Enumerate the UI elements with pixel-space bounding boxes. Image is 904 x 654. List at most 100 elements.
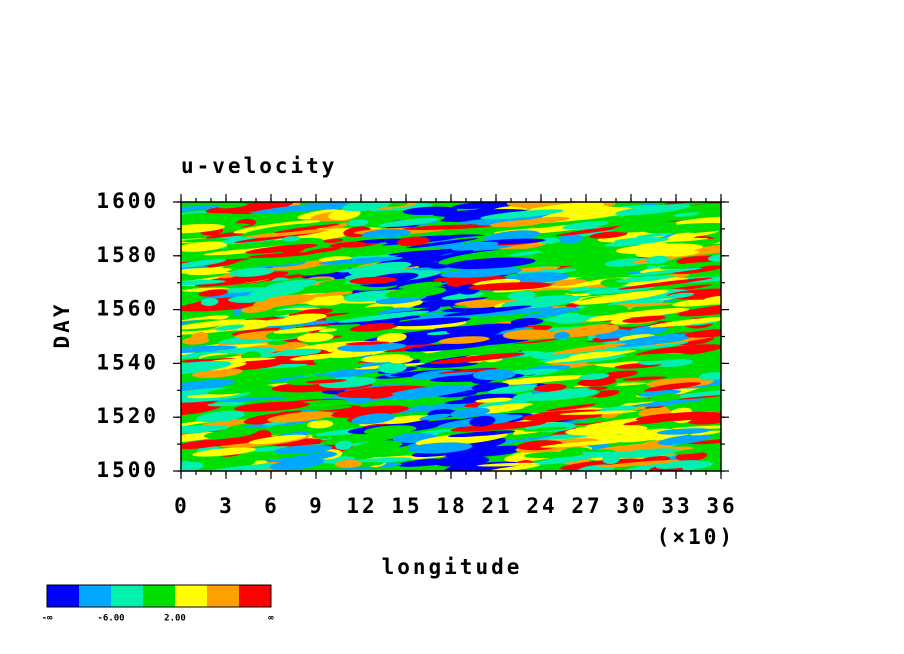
contour-patch <box>337 310 430 323</box>
contour-patch <box>181 345 238 354</box>
contour-patch <box>607 302 675 307</box>
colorbar-label: -∞ <box>42 614 53 624</box>
contour-patch <box>635 411 721 422</box>
x-tick-label: 21 <box>481 494 512 518</box>
colorbar-swatch <box>143 585 175 607</box>
x-tick-label: 27 <box>571 494 602 518</box>
contour-patch <box>181 425 229 435</box>
contour-patch <box>628 267 703 277</box>
contour-patch <box>181 259 226 269</box>
contour-patch <box>214 324 245 331</box>
contour-patch <box>617 277 714 290</box>
contour-patch <box>211 357 276 362</box>
contour-patch <box>243 229 329 238</box>
contour-patch <box>560 458 647 471</box>
contour-patch <box>406 238 478 249</box>
contour-patch <box>614 237 669 244</box>
contour-patch <box>677 303 721 317</box>
contour-patch <box>228 267 275 277</box>
contour-patch <box>349 276 397 285</box>
contour-patch <box>438 248 529 265</box>
contour-patch <box>181 205 237 212</box>
contour-patch <box>551 312 592 324</box>
contour-patch <box>472 202 492 207</box>
contour-patch <box>181 311 212 318</box>
contour-patch <box>205 202 294 214</box>
contour-patch <box>525 258 574 267</box>
contour-patch <box>622 376 668 381</box>
contour-patch <box>274 348 322 357</box>
x-tick-label: 36 <box>706 494 737 518</box>
contour-patch <box>234 401 310 412</box>
contour-patch <box>546 403 601 412</box>
contour-patch <box>516 440 563 451</box>
x-tick-label: 0 <box>174 494 190 518</box>
contour-patch <box>204 428 257 439</box>
contour-patch <box>673 448 711 455</box>
contour-patch <box>181 238 229 243</box>
contour-patch <box>181 212 220 224</box>
contour-patch <box>408 442 473 454</box>
contour-patch <box>181 403 222 416</box>
contour-patch <box>219 347 277 354</box>
contour-patch <box>274 223 340 234</box>
contour-patch <box>318 328 338 333</box>
contour-patch <box>398 281 443 289</box>
contour-patch <box>655 460 701 469</box>
contour-patch <box>450 407 491 418</box>
contour-patch <box>241 304 274 313</box>
contour-patch <box>443 305 532 317</box>
contour-patch <box>558 234 584 244</box>
contour-patch <box>698 372 721 381</box>
contour-patch <box>523 451 584 459</box>
contour-patch <box>361 229 411 238</box>
contour-patch <box>304 220 347 226</box>
contour-patch <box>645 255 670 265</box>
contour-patch <box>181 328 238 337</box>
contour-patch <box>615 275 675 283</box>
contour-patch <box>612 333 698 347</box>
contour-patch <box>533 383 567 392</box>
contour-patch <box>665 292 695 299</box>
contour-patch <box>444 398 489 405</box>
contour-patch <box>704 272 721 276</box>
contour-patch <box>250 202 345 215</box>
contour-patch <box>642 401 679 407</box>
contour-patch <box>545 279 587 287</box>
contour-patch <box>376 332 407 343</box>
contour-patch <box>248 434 307 445</box>
contour-patch <box>212 212 282 222</box>
contour-patch <box>523 426 569 432</box>
contour-patch <box>468 282 552 291</box>
chart-title: u-velocity <box>181 154 337 178</box>
contour-patch <box>505 272 570 283</box>
contour-patch <box>469 415 496 427</box>
contour-patch <box>207 401 246 407</box>
x-tick-label: 24 <box>526 494 557 518</box>
contour-patch <box>388 250 441 256</box>
contour-patch <box>181 379 235 394</box>
contour-patch <box>402 224 496 231</box>
colorbar-label: 2.00 <box>164 614 186 624</box>
contour-patch <box>318 368 379 378</box>
contour-patch <box>685 329 721 338</box>
contour-patch <box>192 447 256 457</box>
contour-patch <box>407 333 464 343</box>
contour-patch <box>540 439 628 448</box>
contour-patch <box>188 457 262 463</box>
contour-patch <box>426 331 453 336</box>
contour-patch <box>360 354 411 363</box>
colorbar-frame <box>46 584 272 608</box>
contour-patch <box>475 397 513 403</box>
contour-patch <box>280 424 302 430</box>
contour-patch <box>181 223 226 234</box>
contour-patch <box>267 411 333 423</box>
contour-patch <box>559 410 638 415</box>
x-axis-label: longitude <box>382 555 523 579</box>
contour-patch <box>307 420 334 429</box>
contour-patch <box>417 372 476 379</box>
colorbar-swatch <box>111 585 143 607</box>
contour-patch <box>368 393 394 399</box>
contour-patch <box>200 354 239 360</box>
contour-patch <box>567 431 592 435</box>
